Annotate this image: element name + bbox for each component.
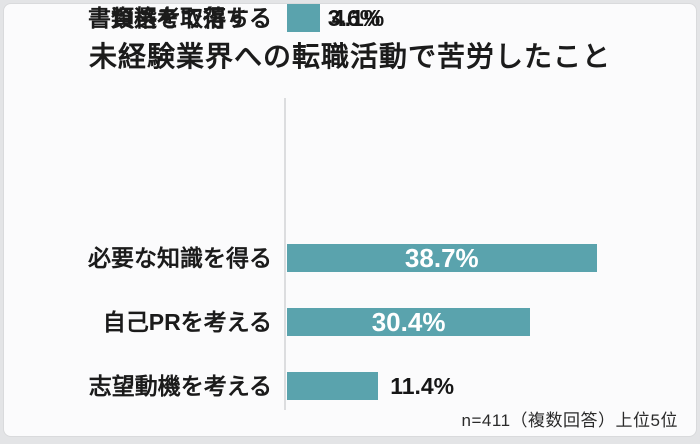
- value-label: 30.4%: [371, 307, 446, 337]
- bar-track: 38.7%: [287, 244, 607, 272]
- category-label: 自己PRを考える: [102, 309, 272, 335]
- bar-row: 書類選考で落ちる 3.6%: [4, 4, 696, 32]
- value-label: 11.4%: [390, 373, 455, 399]
- bar: [287, 4, 316, 32]
- value-label: 38.7%: [404, 243, 479, 273]
- axis-line: [284, 98, 286, 410]
- bar-row: 自己PRを考える 30.4%: [4, 308, 696, 336]
- category-label: 必要な知識を得る: [88, 245, 272, 271]
- category-label: 志望動機を考える: [88, 373, 272, 399]
- category-label: 資格を取得する: [111, 5, 272, 31]
- chart-title: 未経験業界への転職活動で苦労したこと: [88, 41, 611, 72]
- category-label: 書類選考で落ちる: [88, 5, 272, 31]
- bar-track: 11.4%: [287, 372, 607, 400]
- chart-card: 未経験業界への転職活動で苦労したこと 必要な知識を得る 38.7% 自己PRを考…: [3, 3, 697, 437]
- sample-note: n=411（複数回答）上位5位: [461, 411, 678, 430]
- bar-row: 志望動機を考える 11.4%: [4, 372, 696, 400]
- value-label: 4.1%: [331, 5, 385, 31]
- bar: [287, 244, 597, 272]
- bar-track: 30.4%: [287, 308, 607, 336]
- bar: [287, 372, 379, 400]
- bar: [287, 308, 531, 336]
- bar-row: 必要な知識を得る 38.7%: [4, 244, 696, 272]
- value-label: 3.6%: [327, 5, 381, 31]
- bar-track: 3.6%: [287, 4, 607, 32]
